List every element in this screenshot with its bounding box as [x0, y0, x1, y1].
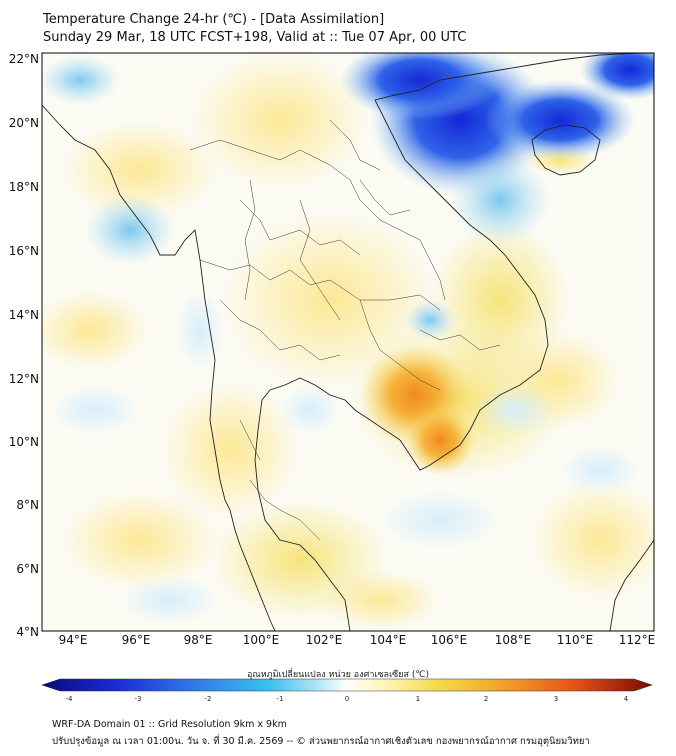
colorbar-tick: -4: [66, 695, 74, 703]
lat-label: 4°N: [16, 625, 39, 639]
lat-label: 14°N: [9, 308, 39, 322]
lon-axis: 94°E 96°E 98°E 100°E 102°E 104°E 106°E 1…: [59, 633, 656, 647]
colorbar-tick: 2: [484, 695, 488, 703]
temperature-field: [42, 53, 654, 631]
lon-label: 108°E: [495, 633, 532, 647]
colorbar-ticks: -4 -3 -2 -1 0 1 2 3 4: [66, 695, 629, 703]
footer-credit: ปรับปรุงข้อมูล ณ เวลา 01:00น. วัน จ. ที่…: [52, 736, 590, 747]
colorbar-tick: 0: [345, 695, 349, 703]
lat-label: 18°N: [9, 180, 39, 194]
chart-subtitle: Sunday 29 Mar, 18 UTC FCST+198, Valid at…: [43, 30, 467, 45]
colorbar-tick: -2: [205, 695, 212, 703]
lon-label: 96°E: [122, 633, 151, 647]
lat-label: 16°N: [9, 244, 39, 258]
colorbar-tick: -3: [135, 695, 142, 703]
lon-label: 112°E: [619, 633, 656, 647]
lat-label: 22°N: [9, 52, 39, 66]
lat-label: 20°N: [9, 116, 39, 130]
province-borders: [189, 119, 501, 541]
colorbar: [41, 678, 653, 692]
lon-label: 94°E: [59, 633, 88, 647]
map-frame: [41, 52, 655, 632]
chart-title: Temperature Change 24-hr (℃) - [Data Ass…: [43, 12, 385, 27]
lon-label: 106°E: [431, 633, 468, 647]
lon-label: 110°E: [557, 633, 594, 647]
colorbar-tick: 4: [624, 695, 629, 703]
colorbar-tick: -1: [277, 695, 284, 703]
lon-label: 102°E: [306, 633, 343, 647]
colorbar-label: อุณหภูมิเปลี่ยนแปลง หน่วย องศาเซลเซียส (…: [246, 670, 430, 680]
lon-label: 100°E: [243, 633, 280, 647]
lon-label: 98°E: [184, 633, 213, 647]
lat-label: 10°N: [9, 435, 39, 449]
coastlines: [42, 53, 654, 631]
lat-label: 6°N: [16, 562, 39, 576]
colorbar-tick: 1: [416, 695, 420, 703]
lat-label: 12°N: [9, 372, 39, 386]
colorbar-tick: 3: [554, 695, 558, 703]
lat-axis: 22°N 20°N 18°N 16°N 14°N 12°N 10°N 8°N 6…: [9, 52, 39, 639]
lat-label: 8°N: [16, 498, 39, 512]
lon-label: 104°E: [370, 633, 407, 647]
footer-model-info: WRF-DA Domain 01 :: Grid Resolution 9km …: [52, 719, 287, 730]
